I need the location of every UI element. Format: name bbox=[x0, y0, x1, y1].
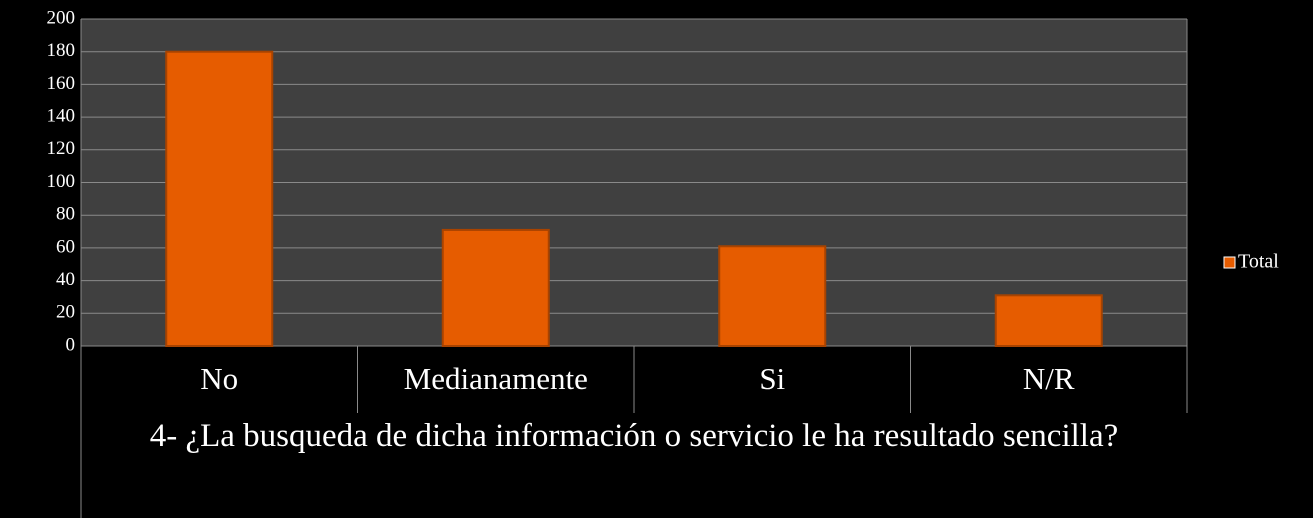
y-tick-label: 180 bbox=[47, 40, 76, 61]
x-tick-label: No bbox=[200, 361, 238, 396]
x-axis-label: 4- ¿La busqueda de dicha información o s… bbox=[149, 418, 1119, 454]
x-tick-label: N/R bbox=[1023, 361, 1075, 396]
y-tick-label: 140 bbox=[47, 105, 76, 126]
bar bbox=[165, 50, 274, 347]
y-tick-label: 100 bbox=[47, 171, 76, 192]
legend-label: Total bbox=[1238, 251, 1279, 273]
bar bbox=[718, 245, 827, 347]
y-tick-label: 0 bbox=[66, 334, 76, 355]
y-tick-label: 60 bbox=[56, 236, 75, 257]
x-tick-label: Medianamente bbox=[404, 361, 588, 396]
y-tick-label: 20 bbox=[56, 302, 75, 323]
legend-swatch bbox=[1223, 256, 1236, 269]
y-tick-label: 200 bbox=[47, 7, 76, 28]
y-tick-label: 120 bbox=[47, 138, 76, 159]
x-tick-label: Si bbox=[759, 361, 785, 396]
y-tick-label: 160 bbox=[47, 73, 76, 94]
bar bbox=[994, 294, 1103, 348]
y-tick-label: 40 bbox=[56, 269, 75, 290]
bar bbox=[441, 228, 550, 347]
y-tick-label: 80 bbox=[56, 204, 75, 225]
